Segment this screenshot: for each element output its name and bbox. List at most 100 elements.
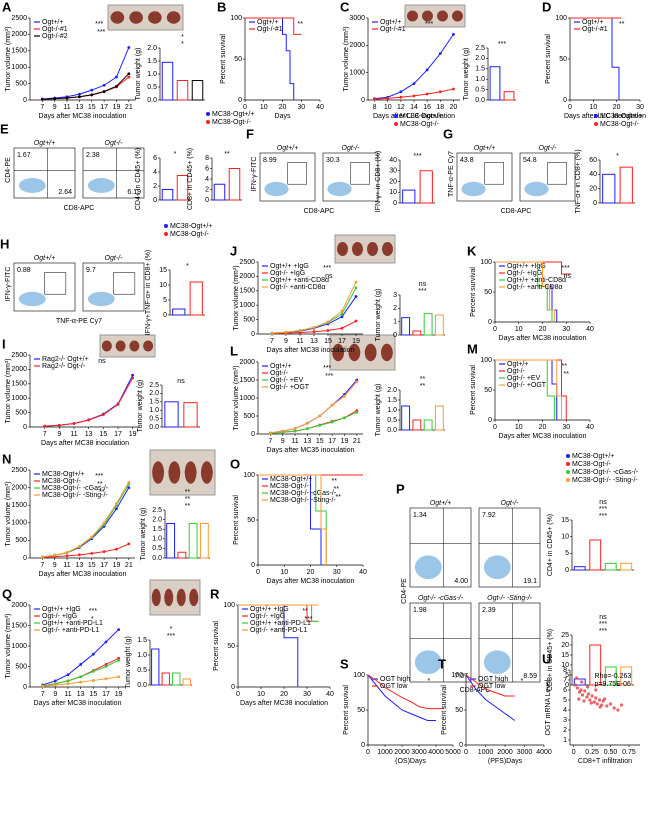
y-tick-label: 20 xyxy=(389,178,397,185)
panel-label: H xyxy=(0,236,9,251)
x-tick-label: 10 xyxy=(515,424,523,431)
series-point xyxy=(312,330,316,334)
series-point xyxy=(284,330,288,334)
y-tick-label: 5 xyxy=(563,697,567,704)
y-axis-label: Tumor weight (g) xyxy=(463,48,470,101)
legend-label: Rag2-/- Ogt-/- xyxy=(42,363,86,370)
flow-percentage: 6.19 xyxy=(127,189,141,196)
series-point xyxy=(318,423,322,427)
series-line xyxy=(42,73,130,100)
x-tick-label: 20 xyxy=(613,104,621,111)
y-axis-label: Percent survival xyxy=(213,621,220,671)
series-point xyxy=(102,90,106,93)
bar xyxy=(191,80,204,101)
series-line xyxy=(374,34,454,100)
flow-percentage: 4.00 xyxy=(454,578,468,585)
tumor xyxy=(176,588,186,607)
legend-label: MC38-Ogt-/- xyxy=(400,121,440,128)
series-point xyxy=(102,83,106,87)
x-axis-label: CD8-APC xyxy=(460,687,491,694)
y-tick-label: 0 xyxy=(565,682,569,689)
series-point xyxy=(326,329,330,332)
scatter-point xyxy=(580,680,584,684)
x-tick-label: 20 xyxy=(539,424,547,431)
y-tick-label: 1500 xyxy=(239,288,255,295)
bar xyxy=(401,317,411,336)
significance: ** xyxy=(564,371,570,378)
y-tick-label: 0 xyxy=(565,567,569,574)
significance: *** xyxy=(95,473,103,480)
y-tick-label: 0 xyxy=(563,97,567,104)
y-tick-label: 1.5 xyxy=(475,66,485,73)
flow-percentage: 7.07 xyxy=(454,673,468,680)
legend-label: MC38-Ogt-/- -cGas-/- xyxy=(42,485,109,492)
series-point xyxy=(91,679,95,682)
significance: ns xyxy=(599,614,607,621)
y-tick-label: 2500 xyxy=(11,467,27,474)
x-tick-label: 30 xyxy=(562,424,570,431)
tumor xyxy=(129,340,140,352)
series-point xyxy=(343,394,346,398)
tumor xyxy=(101,340,112,352)
y-tick-label: 40 xyxy=(389,157,397,164)
x-tick-label: 21 xyxy=(353,438,361,445)
y-axis-label: IFN-γ-FITC xyxy=(5,267,12,302)
y-tick-label: 6 xyxy=(563,687,567,694)
bar xyxy=(589,539,602,571)
y-tick-label: 0 xyxy=(393,332,397,339)
flow-percentage: 43.8 xyxy=(460,157,474,164)
flow-title: Ogt-/- xyxy=(501,500,520,507)
x-tick-label: 20 xyxy=(280,691,288,698)
flow-population xyxy=(87,291,115,307)
tumor xyxy=(110,11,125,24)
y-tick-label: 0.0 xyxy=(149,424,159,431)
y-tick-label: 0.0 xyxy=(387,427,397,434)
y-tick-label: 2 xyxy=(205,186,209,193)
y-axis-label: Tumor weight (g) xyxy=(137,380,144,433)
y-axis-label: CD4+ in CD45+ (%) xyxy=(547,514,554,576)
significance: ns xyxy=(564,273,572,280)
flow-percentage: 30.3 xyxy=(326,157,340,164)
significance: * xyxy=(181,41,184,48)
series-point xyxy=(298,331,302,334)
y-tick-label: 2 xyxy=(393,305,397,312)
legend-label: Ogt-/- +IgG xyxy=(42,613,77,620)
series-point xyxy=(340,326,344,330)
y-tick-label: 8 xyxy=(205,155,209,162)
bar xyxy=(412,419,422,431)
legend-marker xyxy=(594,114,598,118)
y-axis-label: Percent survival xyxy=(470,267,477,317)
significance: ns xyxy=(325,273,333,280)
x-tick-label: 7 xyxy=(268,438,272,445)
legend-label: Ogt-/- xyxy=(507,368,526,375)
series-point xyxy=(104,677,108,681)
y-tick-label: 1000 xyxy=(11,64,27,71)
tumor xyxy=(332,343,345,362)
legend-label: OGT low xyxy=(380,683,408,690)
x-tick-label: 12 xyxy=(397,104,405,111)
survival-curve xyxy=(465,674,516,721)
x-tick-label: 13 xyxy=(85,431,93,438)
tumor xyxy=(337,242,348,256)
series-point xyxy=(127,75,131,79)
tumor xyxy=(164,588,174,607)
legend-marker xyxy=(566,478,570,482)
y-axis-label: Percent survival xyxy=(220,34,227,84)
y-tick-label: 5 xyxy=(163,297,167,304)
y-tick-label: 0 xyxy=(163,312,167,319)
x-axis-label: Days after MC35 inoculation xyxy=(267,447,355,454)
scatter-point xyxy=(583,689,587,693)
bar xyxy=(423,419,433,431)
y-tick-label: 500 xyxy=(243,316,255,323)
scatter-point xyxy=(577,697,581,701)
y-tick-label: 2.5 xyxy=(152,507,162,514)
series-point xyxy=(104,663,108,666)
y-tick-label: 7 xyxy=(563,677,567,684)
x-tick-label: 17 xyxy=(328,438,336,445)
y-tick-label: 10 xyxy=(561,662,569,669)
series-point xyxy=(115,547,118,551)
legend-label: Ogt-/- +OGT xyxy=(507,382,547,389)
y-tick-label: 0.5 xyxy=(475,86,485,93)
tumor xyxy=(168,461,181,484)
flow-title: Ogt+/+ xyxy=(34,255,55,262)
